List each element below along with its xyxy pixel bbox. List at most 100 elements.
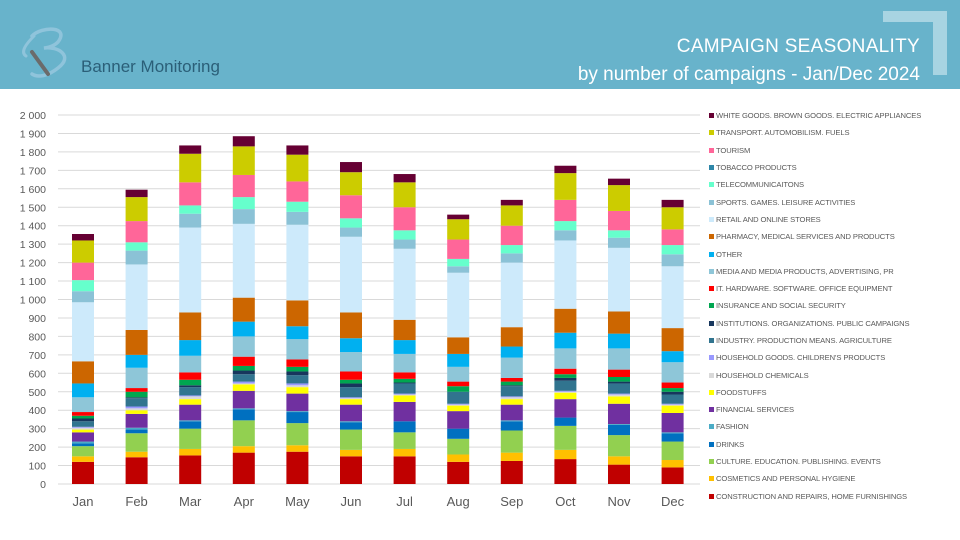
bar-segment [72, 412, 94, 416]
y-tick-label: 300 [28, 424, 46, 436]
bar-segment [232, 146, 255, 175]
x-tick-label: Jul [396, 494, 413, 509]
bar-segment [554, 332, 577, 349]
x-tick-label: Mar [179, 494, 202, 509]
bar-stack-apr [232, 136, 255, 484]
y-tick-label: 1 800 [20, 147, 46, 159]
legend-item: CULTURE. EDUCATION. PUBLISHING. EVENTS [709, 453, 959, 470]
legend-label: RETAIL AND ONLINE STORES [716, 214, 821, 224]
bar-segment [608, 456, 630, 465]
bar-segment [661, 404, 684, 406]
bar-segment [125, 354, 148, 368]
bar-segment [340, 397, 362, 399]
x-tick-label: Aug [447, 494, 470, 509]
legend-label: TELECOMMUNICAITONS [716, 180, 804, 190]
legend-swatch [709, 234, 714, 240]
bar-segment [125, 451, 148, 458]
bar-segment [125, 398, 148, 407]
legend-swatch [709, 493, 714, 499]
legend-swatch [709, 320, 714, 326]
bar-segment [447, 454, 470, 462]
bar-segment [447, 438, 470, 455]
bar-segment [179, 340, 202, 356]
bar-segment [286, 385, 309, 388]
bar-segment [340, 371, 362, 380]
legend-label: INSURANCE AND SOCIAL SECURITY [716, 301, 846, 311]
legend-swatch [709, 216, 714, 222]
bar-segment [661, 441, 684, 461]
bar-segment [447, 353, 470, 367]
bar-segment [340, 352, 362, 372]
bar-segment [393, 401, 416, 422]
bar-segment [125, 197, 148, 222]
gridlines [58, 114, 700, 485]
bar-segment [72, 383, 94, 398]
legend-item: FINANCIAL SERVICES [709, 401, 959, 418]
bar-segment [72, 418, 94, 422]
bar-segment [125, 221, 148, 243]
y-tick-label: 1 400 [20, 221, 46, 233]
y-tick-label: 1 500 [20, 202, 46, 214]
legend-label: TRANSPORT. AUTOMOBILISM. FUELS [716, 128, 850, 138]
bar-segment [608, 230, 630, 238]
legend-item: INDUSTRY. PRODUCTION MEANS. AGRICULTURE [709, 332, 959, 349]
bar-segment [661, 362, 684, 383]
chart-legend: WHITE GOODS. BROWN GOODS. ELECTRIC APPLI… [709, 107, 959, 505]
legend-item: FASHION [709, 418, 959, 435]
legend-label: DRINKS [716, 439, 745, 449]
bar-segment [232, 136, 255, 147]
legend-swatch [709, 407, 714, 413]
y-tick-label: 500 [28, 387, 46, 399]
legend-item: TOURISM [709, 142, 959, 159]
y-tick-label: 1 900 [20, 128, 46, 140]
bar-segment [179, 428, 202, 449]
bar-segment [554, 377, 577, 381]
legend-item: PHARMACY, MEDICAL SERVICES AND PRODUCTS [709, 228, 959, 245]
legend-swatch [709, 303, 714, 309]
bar-segment [554, 399, 577, 418]
bar-segment [340, 421, 362, 423]
bar-segment [554, 459, 577, 484]
bar-segment [500, 377, 523, 382]
legend-item: HOUSEHOLD CHEMICALS [709, 366, 959, 383]
bar-segment [286, 371, 309, 376]
bar-segment [447, 219, 470, 240]
bar-segment [232, 321, 255, 337]
bar-segment [179, 379, 202, 386]
bar-segment [125, 388, 148, 392]
bar-segment [447, 404, 470, 406]
bar-segment [179, 205, 202, 214]
bar-segment [179, 421, 202, 429]
legend-item: FOODSTUFFS [709, 384, 959, 401]
x-tick-label: Sep [500, 494, 523, 509]
bar-segment [661, 382, 684, 389]
legend-swatch [709, 476, 714, 482]
bar-segment [340, 399, 362, 405]
bar-segment [608, 311, 630, 334]
y-tick-label: 800 [28, 331, 46, 343]
bar-stack-nov [608, 178, 630, 484]
bar-stack-sep [500, 199, 523, 484]
bar-segment [72, 302, 94, 362]
bar-stack-jan [72, 234, 94, 484]
legend-label: TOURISM [716, 145, 751, 155]
legend-label: INSTITUTIONS. ORGANIZATIONS. PUBLIC CAMP… [716, 318, 910, 328]
legend-swatch [709, 165, 714, 171]
bar-stack-feb [125, 189, 148, 484]
bar-segment [393, 174, 416, 183]
legend-item: CONSTRUCTION AND REPAIRS, HOME FURNISHIN… [709, 488, 959, 505]
bar-segment [286, 145, 309, 155]
bar-segment [393, 393, 416, 395]
legend-label: COSMETICS AND PERSONAL HYGIENE [716, 474, 856, 484]
bar-segment [179, 395, 202, 397]
bar-segment [232, 381, 255, 384]
bar-segment [179, 448, 202, 456]
header-banner: Banner Monitoring CAMPAIGN SEASONALITY b… [0, 0, 960, 89]
b-letter-logo-icon [22, 27, 67, 78]
bar-segment [661, 351, 684, 363]
bar-segment [393, 421, 416, 433]
legend-item: HOUSEHOLD GOODS. CHILDREN'S PRODUCTS [709, 349, 959, 366]
legend-label: FOODSTUFFS [716, 387, 767, 397]
y-tick-label: 1 300 [20, 239, 46, 251]
bar-segment [608, 185, 630, 211]
